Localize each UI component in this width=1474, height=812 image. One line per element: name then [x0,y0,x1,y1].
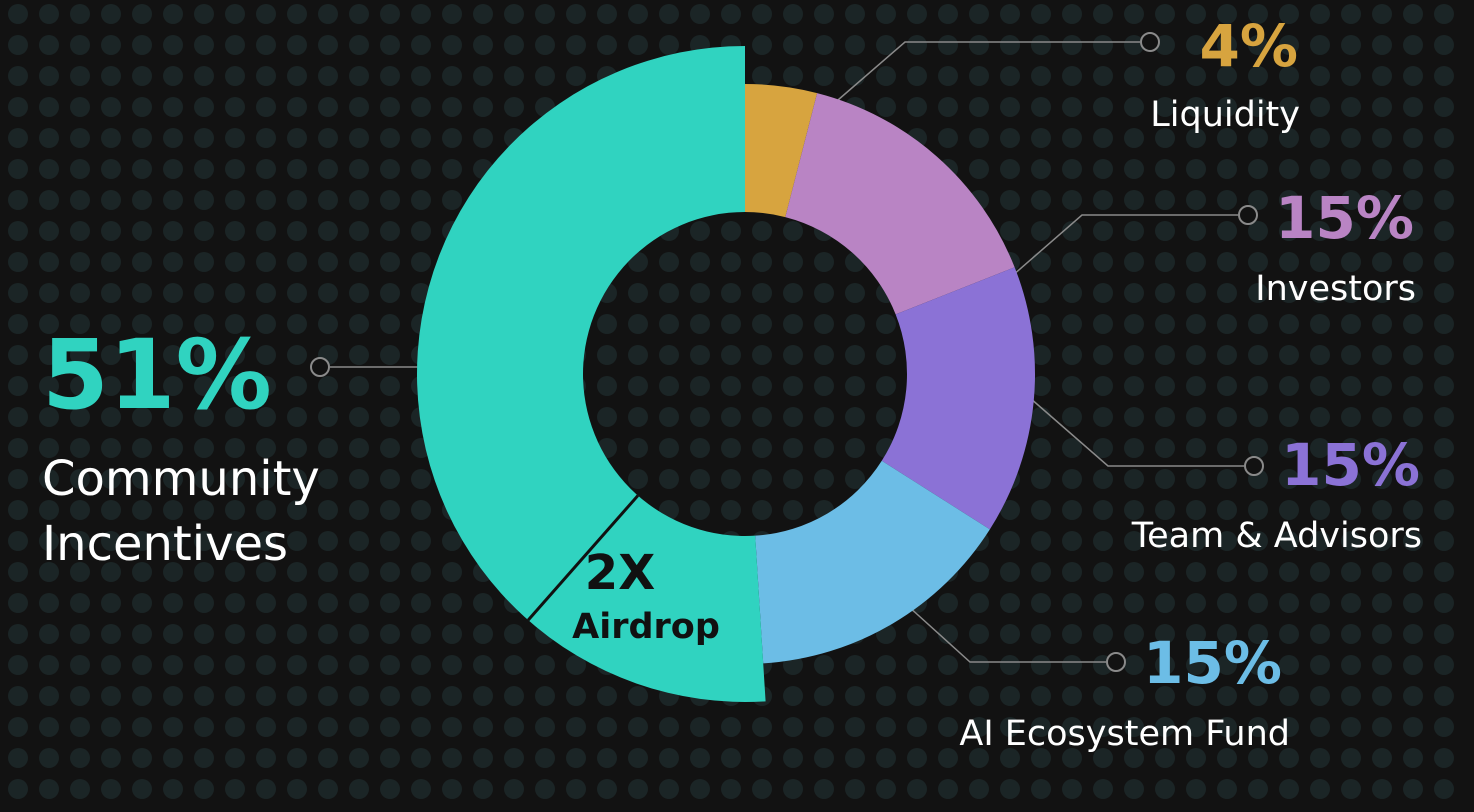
investors-label: Investors [1255,269,1416,309]
airdrop-divider-line [527,494,640,622]
slice-liquidity [745,84,818,218]
community-label-line2: Incentives [42,516,288,572]
community-label-line1: Community [42,451,320,507]
leader-ai-ecosystem [907,605,1106,663]
community-percent: 51% [42,319,272,431]
leader-team-advisors [1029,397,1244,467]
leader-liquidity-marker [1140,32,1160,52]
leader-team-advisors-marker [1244,456,1264,476]
leader-community-marker [310,357,330,377]
slice-community-incentives [416,46,766,702]
ai-ecosystem-percent: 15% [1143,629,1282,697]
donut-slices [416,46,1035,702]
leader-liquidity [837,41,1140,101]
leader-investors-marker [1238,205,1258,225]
investors-percent: 15% [1275,184,1414,252]
ai-ecosystem-label: AI Ecosystem Fund [959,714,1290,754]
airdrop-multiplier-label: 2X [585,545,655,601]
slice-team-advisors [881,267,1035,530]
leader-lines [310,32,1264,672]
leader-ai-ecosystem-marker [1106,652,1126,672]
team-advisors-percent: 15% [1281,431,1420,499]
airdrop-label: Airdrop [572,607,720,647]
slice-investors [785,93,1015,315]
slice-ai-ecosystem [755,460,990,664]
airdrop-divider [527,494,640,622]
leader-investors [1011,214,1238,277]
liquidity-label: Liquidity [1150,95,1300,135]
liquidity-percent: 4% [1200,12,1298,80]
team-advisors-label: Team & Advisors [1131,516,1422,556]
